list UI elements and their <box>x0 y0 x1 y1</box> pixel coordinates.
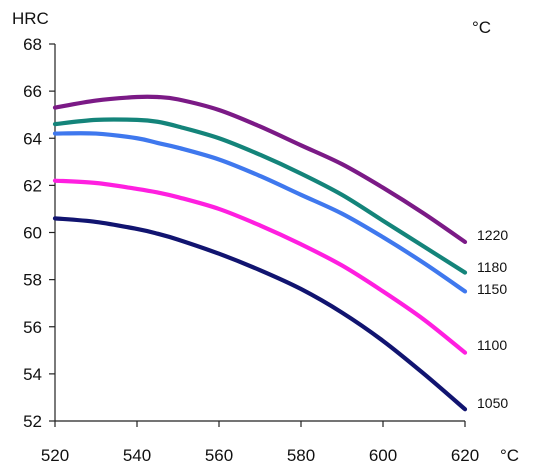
y-tick-label: 58 <box>23 271 42 290</box>
series-line-1150 <box>52 131 468 294</box>
x-tick-label: 620 <box>451 446 479 465</box>
x-tick-label: 580 <box>287 446 315 465</box>
x-tick-label: 540 <box>123 446 151 465</box>
series-label-1150: 1150 <box>477 281 507 297</box>
series-label-1050: 1050 <box>477 395 508 411</box>
series-label-1220: 1220 <box>477 227 508 243</box>
series-line-1050 <box>52 216 468 412</box>
y-tick-label: 56 <box>23 318 42 337</box>
series-labels: 1220 1180 1150 1100 1050 <box>477 227 508 411</box>
y-tick-label: 64 <box>23 129 42 148</box>
legend-unit: °C <box>472 18 491 37</box>
y-tick-label: 68 <box>23 35 42 54</box>
y-tick-label: 66 <box>23 82 42 101</box>
x-tick-label: 560 <box>205 446 233 465</box>
y-tick-label: 52 <box>23 412 42 431</box>
series-line-1180 <box>52 117 468 275</box>
series-lines <box>52 94 468 412</box>
series-label-1180: 1180 <box>477 259 507 275</box>
series-label-1100: 1100 <box>477 337 507 353</box>
series-line-1100 <box>52 178 468 355</box>
y-tick-label: 54 <box>23 365 42 384</box>
y-tick-label: 60 <box>23 224 42 243</box>
y-axis-title: HRC <box>12 9 49 28</box>
y-axis-ticks: 52 54 56 58 60 62 64 66 68 <box>23 35 55 431</box>
x-axis-ticks: 520 540 560 580 600 620 <box>41 421 479 465</box>
series-line-1220 <box>52 94 468 245</box>
y-tick-label: 62 <box>23 176 42 195</box>
x-tick-label: 520 <box>41 446 69 465</box>
x-axis-title: °C <box>500 446 519 465</box>
x-tick-label: 600 <box>369 446 397 465</box>
